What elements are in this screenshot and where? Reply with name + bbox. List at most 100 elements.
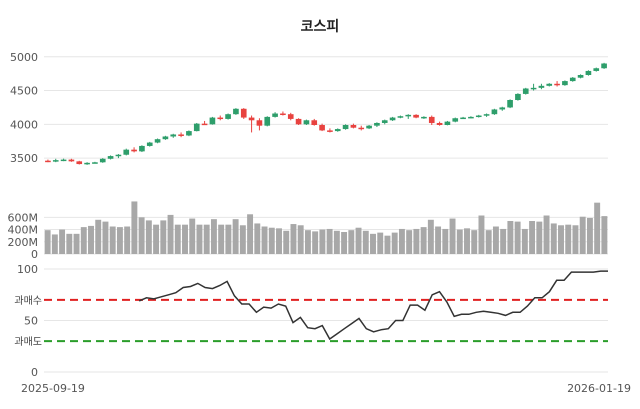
candle (131, 147, 137, 153)
candle (272, 112, 278, 118)
candle (413, 114, 419, 119)
volume-bar (565, 224, 572, 254)
volume-bar (73, 233, 80, 254)
volume-bar (420, 227, 427, 254)
volume-bar (478, 215, 485, 254)
candle (92, 161, 98, 164)
candle (178, 132, 184, 138)
candle (303, 119, 310, 125)
volume-bar (319, 229, 326, 254)
candle (601, 62, 607, 69)
candle (358, 125, 365, 131)
volume-bar (261, 226, 268, 254)
candle (366, 125, 372, 130)
volume-bar (138, 217, 145, 254)
candle (154, 138, 161, 144)
oscillator-y-tick: 50 (24, 315, 38, 328)
volume-y-tick: 400M (8, 224, 39, 237)
volume-bar (203, 224, 210, 254)
volume-bar (88, 225, 94, 254)
volume-bar (44, 230, 51, 254)
candle (319, 123, 325, 132)
candle (577, 74, 584, 79)
x-tick-end: 2026-01-19 (567, 382, 631, 395)
volume-y-tick: 600M (8, 211, 39, 224)
volume-bar (153, 224, 160, 254)
volume-bar (297, 225, 304, 254)
candle (311, 118, 318, 126)
volume-bar (456, 229, 463, 254)
candle (460, 116, 466, 120)
volume-bar (543, 215, 550, 254)
oscillator-y-tick: 100 (17, 263, 38, 276)
price-y-tick: 4000 (10, 118, 38, 131)
candle (225, 113, 231, 120)
candle (115, 154, 122, 159)
candle (569, 77, 576, 82)
candle (146, 141, 153, 147)
volume-bar (341, 232, 348, 254)
volume-bar (196, 224, 203, 254)
volume-bar (66, 233, 73, 254)
volume-bar (254, 223, 261, 254)
volume-bar (579, 216, 586, 254)
volume-bar (333, 230, 340, 254)
volume-bar (239, 225, 246, 254)
candle (256, 118, 263, 131)
x-tick-start: 2025-09-19 (21, 382, 85, 395)
price-y-tick: 3500 (10, 152, 38, 165)
candle (76, 160, 83, 165)
candle (515, 93, 521, 101)
candle (99, 158, 106, 163)
candle (162, 135, 169, 140)
candle (233, 108, 239, 115)
volume-bar (51, 234, 58, 254)
candle (374, 122, 380, 128)
candle (287, 112, 294, 121)
volume-bar (95, 219, 102, 254)
candle (389, 116, 396, 121)
candle (107, 155, 114, 160)
volume-bar (536, 221, 543, 254)
candle (436, 121, 443, 126)
candle (139, 145, 145, 153)
volume-bar (124, 226, 131, 254)
candle (491, 108, 498, 115)
volume-bar (247, 214, 254, 254)
candle (295, 118, 302, 125)
volume-bar (529, 221, 536, 254)
overbought-label: 과매수 (14, 295, 42, 307)
candle (585, 70, 592, 76)
volume-bar (348, 230, 355, 254)
volume-bar (174, 224, 181, 254)
volume-bar (442, 228, 449, 254)
volume-bar (210, 219, 217, 254)
volume-bar (232, 219, 239, 254)
candle (240, 108, 247, 119)
volume-bar (290, 224, 297, 254)
candle (248, 115, 255, 133)
candle (468, 116, 474, 119)
candle (522, 87, 529, 95)
volume-bar (276, 228, 282, 254)
candle (483, 113, 490, 117)
candle (217, 115, 224, 121)
volume-bar (167, 214, 174, 254)
chart-title: 코스피 (301, 19, 340, 35)
oscillator-line (138, 270, 608, 341)
volume-bar (558, 225, 564, 254)
volume-bar (594, 202, 601, 254)
volume-bar (406, 230, 413, 254)
volume-bar (471, 230, 478, 254)
volume-bar (514, 221, 521, 254)
oversold-label: 과매도 (14, 336, 42, 348)
volume-bar (131, 201, 138, 254)
volume-bar (550, 223, 557, 254)
volume-bar (182, 224, 188, 254)
volume-bar (507, 221, 514, 254)
candle (475, 114, 482, 118)
volume-bar (377, 232, 384, 254)
volume-bar (492, 226, 499, 254)
